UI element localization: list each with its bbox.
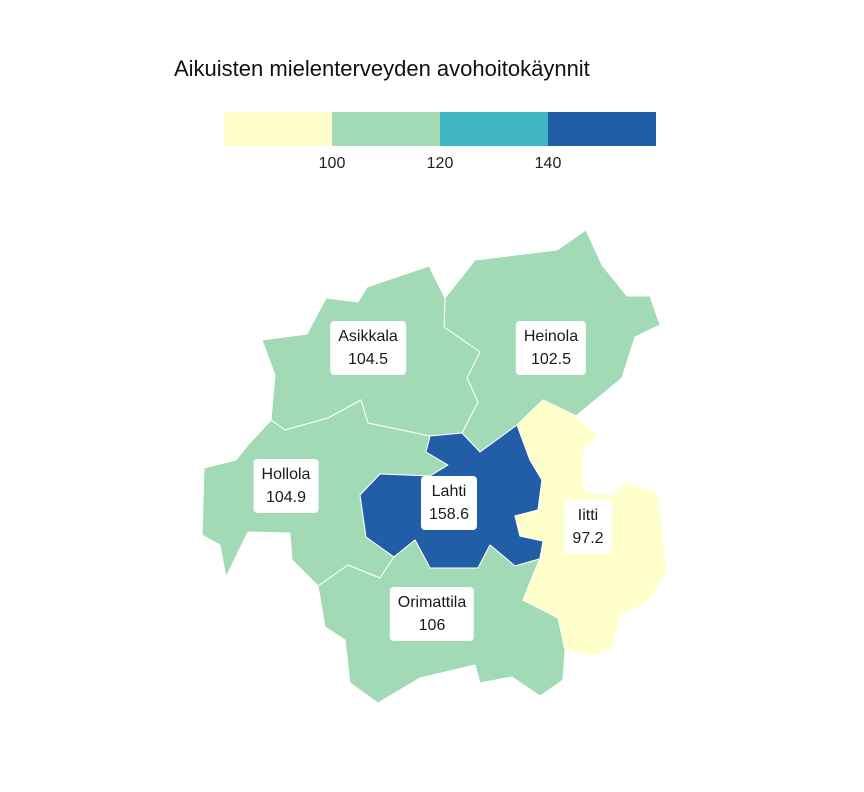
legend-tick-100: 100 xyxy=(318,155,346,172)
label-orimattila-value: 106 xyxy=(418,617,446,634)
label-orimattila: Orimattila 106 xyxy=(389,587,475,641)
label-heinola: Heinola 102.5 xyxy=(515,321,587,375)
label-lahti-value: 158.6 xyxy=(428,506,470,523)
color-legend xyxy=(224,112,656,146)
label-asikkala-value: 104.5 xyxy=(347,351,389,368)
label-hollola-value: 104.9 xyxy=(265,489,307,506)
label-lahti-name: Lahti xyxy=(431,483,467,500)
label-orimattila-name: Orimattila xyxy=(397,594,467,611)
legend-swatch-below-100 xyxy=(224,112,332,146)
map-title: Aikuisten mielenterveyden avohoitokäynni… xyxy=(174,56,590,81)
label-hollola-name: Hollola xyxy=(261,466,311,483)
label-iitti-name: Iitti xyxy=(577,507,599,524)
label-iitti-value: 97.2 xyxy=(572,530,604,547)
legend-swatch-120-140 xyxy=(440,112,548,146)
legend-tick-140: 140 xyxy=(534,155,562,172)
legend-swatch-100-120 xyxy=(332,112,440,146)
label-asikkala-name: Asikkala xyxy=(338,328,398,345)
legend-tick-120: 120 xyxy=(426,155,454,172)
legend-swatch-above-140 xyxy=(548,112,656,146)
label-asikkala: Asikkala 104.5 xyxy=(330,321,406,375)
label-iitti: Iitti 97.2 xyxy=(564,500,612,554)
label-lahti: Lahti 158.6 xyxy=(420,476,478,530)
label-hollola: Hollola 104.9 xyxy=(253,459,319,513)
label-heinola-name: Heinola xyxy=(523,328,579,345)
label-heinola-value: 102.5 xyxy=(530,351,572,368)
